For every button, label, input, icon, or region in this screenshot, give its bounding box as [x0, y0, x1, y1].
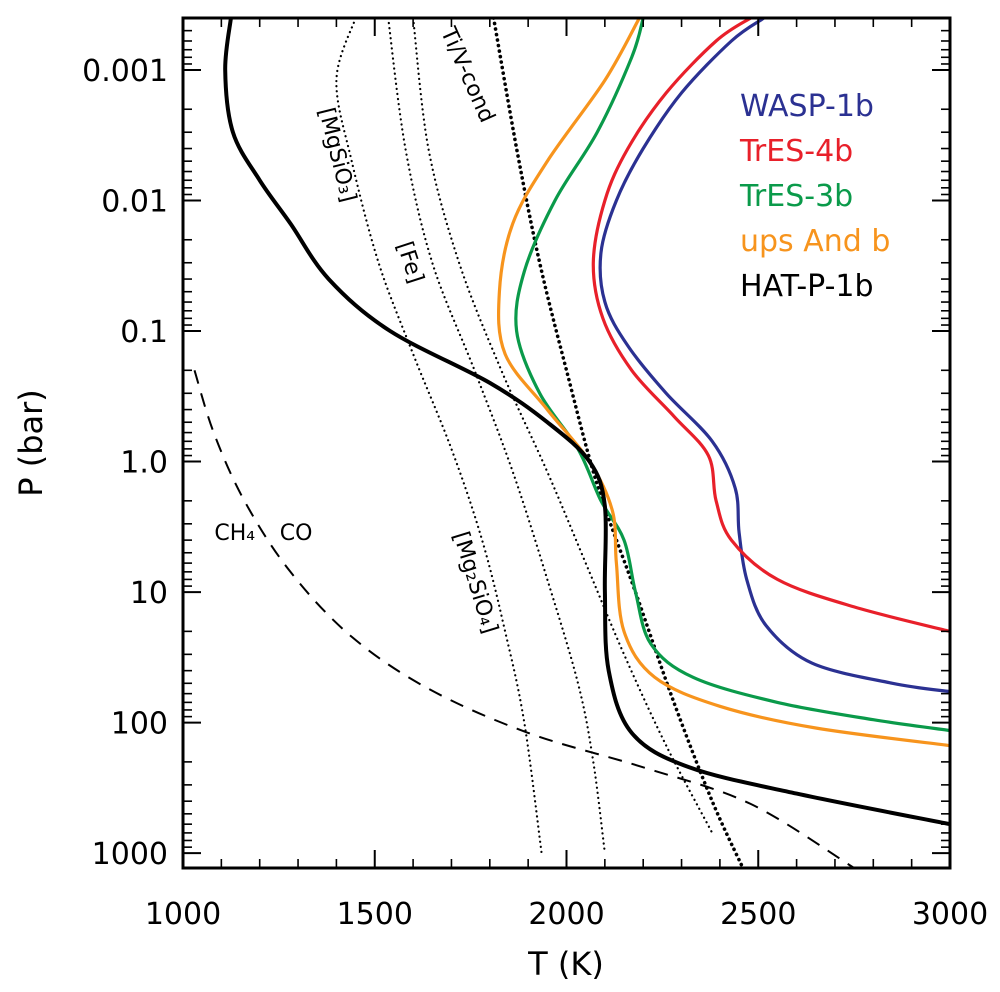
annotation-fe: [Fe] — [391, 239, 428, 287]
legend-entry-wasp-1b: WASP-1b — [740, 89, 874, 124]
y-tick-label: 0.01 — [101, 184, 168, 219]
legend: WASP-1b TrES-4b TrES-3b ups And b HAT-P-1b — [739, 89, 890, 304]
annotation-mgsio: [MgSiO₃] — [313, 105, 361, 205]
annotation-ch: CH₄ — [214, 521, 255, 546]
y-tick-label: 10 — [130, 576, 168, 611]
y-tick-label: 1000 — [92, 837, 168, 872]
legend-entry-ups-and-b: ups And b — [740, 224, 890, 259]
annotation-mg-sio: [Mg₂SiO₄] — [448, 529, 503, 637]
series-line-hat-p-1b — [223, 18, 950, 827]
x-tick-label: 1000 — [145, 897, 221, 932]
reference-curve-mg2sio4 — [412, 18, 714, 834]
reference-curve-mgsio3 — [335, 18, 543, 855]
reference-curve-fe — [387, 18, 606, 855]
series-line-tres-3b — [514, 18, 950, 733]
annotation-co: CO — [280, 521, 313, 546]
x-tick-label: 1500 — [337, 897, 413, 932]
y-axis-label: P (bar) — [12, 389, 50, 497]
reference-curve-ti-v-cond — [491, 18, 745, 868]
y-tick-label: 0.1 — [120, 315, 168, 350]
x-tick-label: 3000 — [912, 897, 988, 932]
y-tick-label: 0.001 — [82, 54, 168, 89]
reference-curve-ch4-co — [193, 370, 855, 868]
y-tick-label: 100 — [111, 707, 168, 742]
series-line-tres-4b — [591, 18, 950, 633]
annotations: [MgSiO₃] [Fe] Ti/V-cond [Mg₂SiO₄] CH₄ CO — [214, 23, 502, 637]
plot-area — [193, 18, 950, 868]
annotation-ti-v-cond: Ti/V-cond — [435, 23, 500, 127]
tick-marks — [182, 17, 951, 868]
series-line-ups-and-b — [496, 18, 950, 748]
tick-labels: 1000 1500 2000 2500 3000 0.001 0.01 0.1 1.0 10 100… — [82, 54, 988, 932]
x-axis-label: T (K) — [527, 945, 604, 983]
legend-entry-tres-3b: TrES-3b — [739, 179, 853, 214]
y-tick-label: 1.0 — [120, 446, 168, 481]
x-tick-label: 2000 — [528, 897, 604, 932]
x-tick-label: 2500 — [720, 897, 796, 932]
legend-entry-tres-4b: TrES-4b — [739, 134, 853, 169]
legend-entry-hat-p-1b: HAT-P-1b — [740, 269, 874, 304]
series-line-wasp-1b — [598, 18, 950, 694]
